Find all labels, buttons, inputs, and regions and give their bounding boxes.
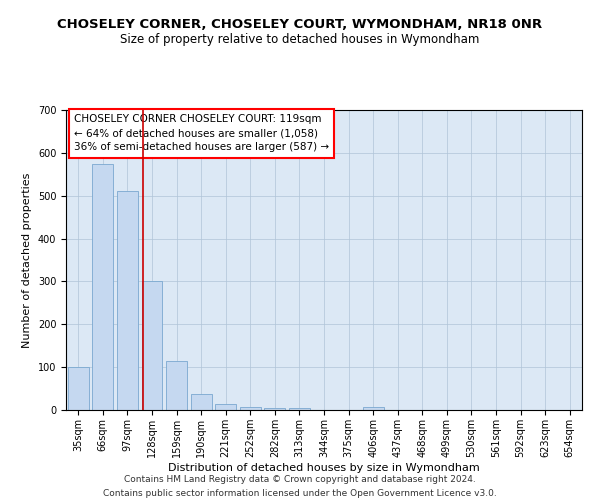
Text: CHOSELEY CORNER, CHOSELEY COURT, WYMONDHAM, NR18 0NR: CHOSELEY CORNER, CHOSELEY COURT, WYMONDH… [58,18,542,30]
Bar [117,192,138,410]
Bar [362,407,383,410]
Bar [191,394,212,410]
Bar [289,408,310,410]
Bar [240,406,261,410]
Text: Contains HM Land Registry data © Crown copyright and database right 2024.
Contai: Contains HM Land Registry data © Crown c… [103,476,497,498]
Bar [92,164,113,410]
Bar [166,360,187,410]
Bar [68,367,89,410]
Bar [142,282,163,410]
Bar [265,408,286,410]
X-axis label: Distribution of detached houses by size in Wymondham: Distribution of detached houses by size … [168,462,480,472]
Text: CHOSELEY CORNER CHOSELEY COURT: 119sqm
← 64% of detached houses are smaller (1,0: CHOSELEY CORNER CHOSELEY COURT: 119sqm ←… [74,114,329,152]
Text: Size of property relative to detached houses in Wymondham: Size of property relative to detached ho… [121,32,479,46]
Bar [215,404,236,410]
Y-axis label: Number of detached properties: Number of detached properties [22,172,32,348]
